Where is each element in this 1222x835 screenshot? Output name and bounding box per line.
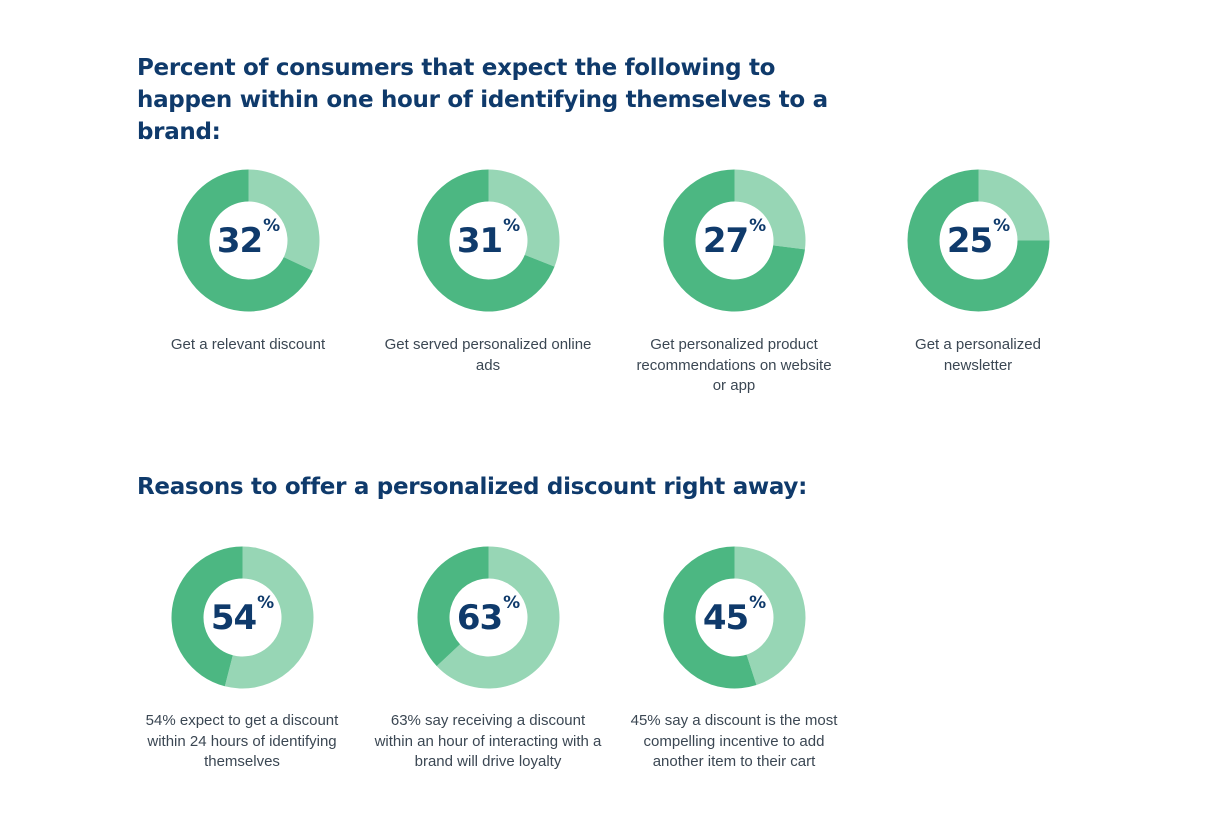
percent-label: 45% (662, 545, 807, 690)
percent-value: 45 (702, 597, 749, 638)
percent-sign: % (257, 593, 275, 613)
donut-graphic: 32% (176, 168, 321, 313)
percent-sign: % (749, 593, 767, 613)
percent-label: 31% (416, 168, 561, 313)
percent-label: 25% (906, 168, 1051, 313)
donut-slice-value (224, 546, 314, 689)
donut-caption: 54% expect to get a discount within 24 h… (145, 712, 339, 770)
donut-slice-remainder (417, 546, 489, 667)
section-title-expectations: Percent of consumers that expect the fol… (137, 55, 828, 145)
donut-svg (663, 169, 806, 312)
donut-caption: Get personalized product recommendations… (636, 336, 832, 394)
donut-graphic: 63% (416, 545, 561, 690)
percent-label: 32% (176, 168, 321, 313)
donut-graphic: 31% (416, 168, 561, 313)
donut-slice-remainder (663, 169, 805, 312)
donut-svg (417, 169, 560, 312)
donut-caption: Get a relevant discount (170, 336, 326, 353)
donut-slice-value (248, 169, 320, 271)
donut-slice-value (734, 546, 806, 686)
donut-slice-value (436, 546, 560, 689)
percent-value: 32 (216, 220, 263, 261)
donut-slice-value (978, 169, 1050, 241)
donut-slice-remainder (907, 169, 1050, 312)
donut-svg (907, 169, 1050, 312)
donut-slice-value (734, 169, 806, 250)
percent-sign: % (503, 216, 521, 236)
percent-label: 54% (170, 545, 315, 690)
donut-graphic: 25% (906, 168, 1051, 313)
donut-svg (417, 546, 560, 689)
percent-value: 63 (456, 597, 503, 638)
donut-svg (177, 169, 320, 312)
donut-svg (663, 546, 806, 689)
percent-value: 25 (946, 220, 993, 261)
section-title-reasons: Reasons to offer a personalized discount… (137, 474, 807, 500)
donut-slice-remainder (663, 546, 757, 689)
percent-label: 27% (662, 168, 807, 313)
donut-slice-value (488, 169, 560, 267)
donut-caption: Get served personalized online ads (384, 336, 592, 374)
donut-slice-remainder (177, 169, 313, 312)
donut-graphic: 54% (170, 545, 315, 690)
percent-sign: % (993, 216, 1011, 236)
percent-sign: % (503, 593, 521, 613)
donut-caption: 63% say receiving a discount within an h… (374, 712, 602, 770)
percent-sign: % (749, 216, 767, 236)
percent-sign: % (263, 216, 281, 236)
donut-graphic: 27% (662, 168, 807, 313)
donut-caption: Get a personalized newsletter (915, 336, 1041, 374)
donut-caption: 45% say a discount is the most compellin… (630, 712, 838, 770)
percent-value: 54 (210, 597, 257, 638)
donut-slice-remainder (417, 169, 555, 312)
percent-value: 31 (456, 220, 503, 261)
donut-svg (171, 546, 314, 689)
percent-value: 27 (702, 220, 749, 261)
donut-slice-remainder (171, 546, 243, 687)
percent-label: 63% (416, 545, 561, 690)
donut-graphic: 45% (662, 545, 807, 690)
